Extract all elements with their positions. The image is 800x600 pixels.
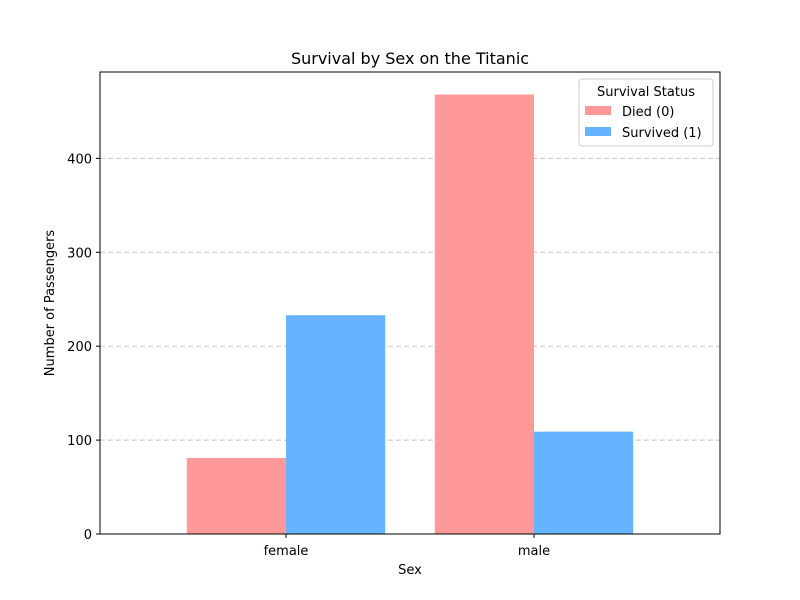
legend-swatch-died bbox=[585, 106, 611, 115]
x-axis-label: Sex bbox=[398, 563, 422, 578]
bar-female-died bbox=[186, 457, 286, 534]
bar-male-survived bbox=[534, 431, 634, 534]
y-tick-label-100: 100 bbox=[67, 434, 92, 449]
legend-label-survived: Survived (1) bbox=[622, 126, 702, 141]
y-tick-label-200: 200 bbox=[67, 340, 92, 355]
bar-male-died bbox=[434, 94, 534, 534]
y-axis-label: Number of Passengers bbox=[43, 230, 58, 377]
y-axis: 0 100 200 300 400 bbox=[67, 152, 100, 543]
plot-frame bbox=[99, 71, 721, 535]
legend-label-died: Died (0) bbox=[622, 105, 674, 120]
bar-female-survived bbox=[286, 315, 386, 534]
y-tick-label-300: 300 bbox=[67, 246, 92, 261]
x-tick-label-female: female bbox=[264, 544, 309, 559]
legend-box bbox=[578, 78, 714, 147]
legend-swatch-survived bbox=[585, 127, 611, 136]
y-tick-label-400: 400 bbox=[67, 152, 92, 167]
grid-lines bbox=[100, 157, 720, 441]
legend-title: Survival Status bbox=[597, 85, 695, 100]
legend-items: Died (0) Survived (1) bbox=[585, 105, 702, 141]
x-axis: female male bbox=[264, 534, 550, 559]
bars bbox=[186, 94, 634, 534]
chart-title: Survival by Sex on the Titanic bbox=[291, 49, 529, 68]
legend: Survival Status Died (0) Survived (1) bbox=[578, 78, 714, 147]
y-tick-label-0: 0 bbox=[84, 528, 92, 543]
x-tick-label-male: male bbox=[518, 544, 550, 559]
